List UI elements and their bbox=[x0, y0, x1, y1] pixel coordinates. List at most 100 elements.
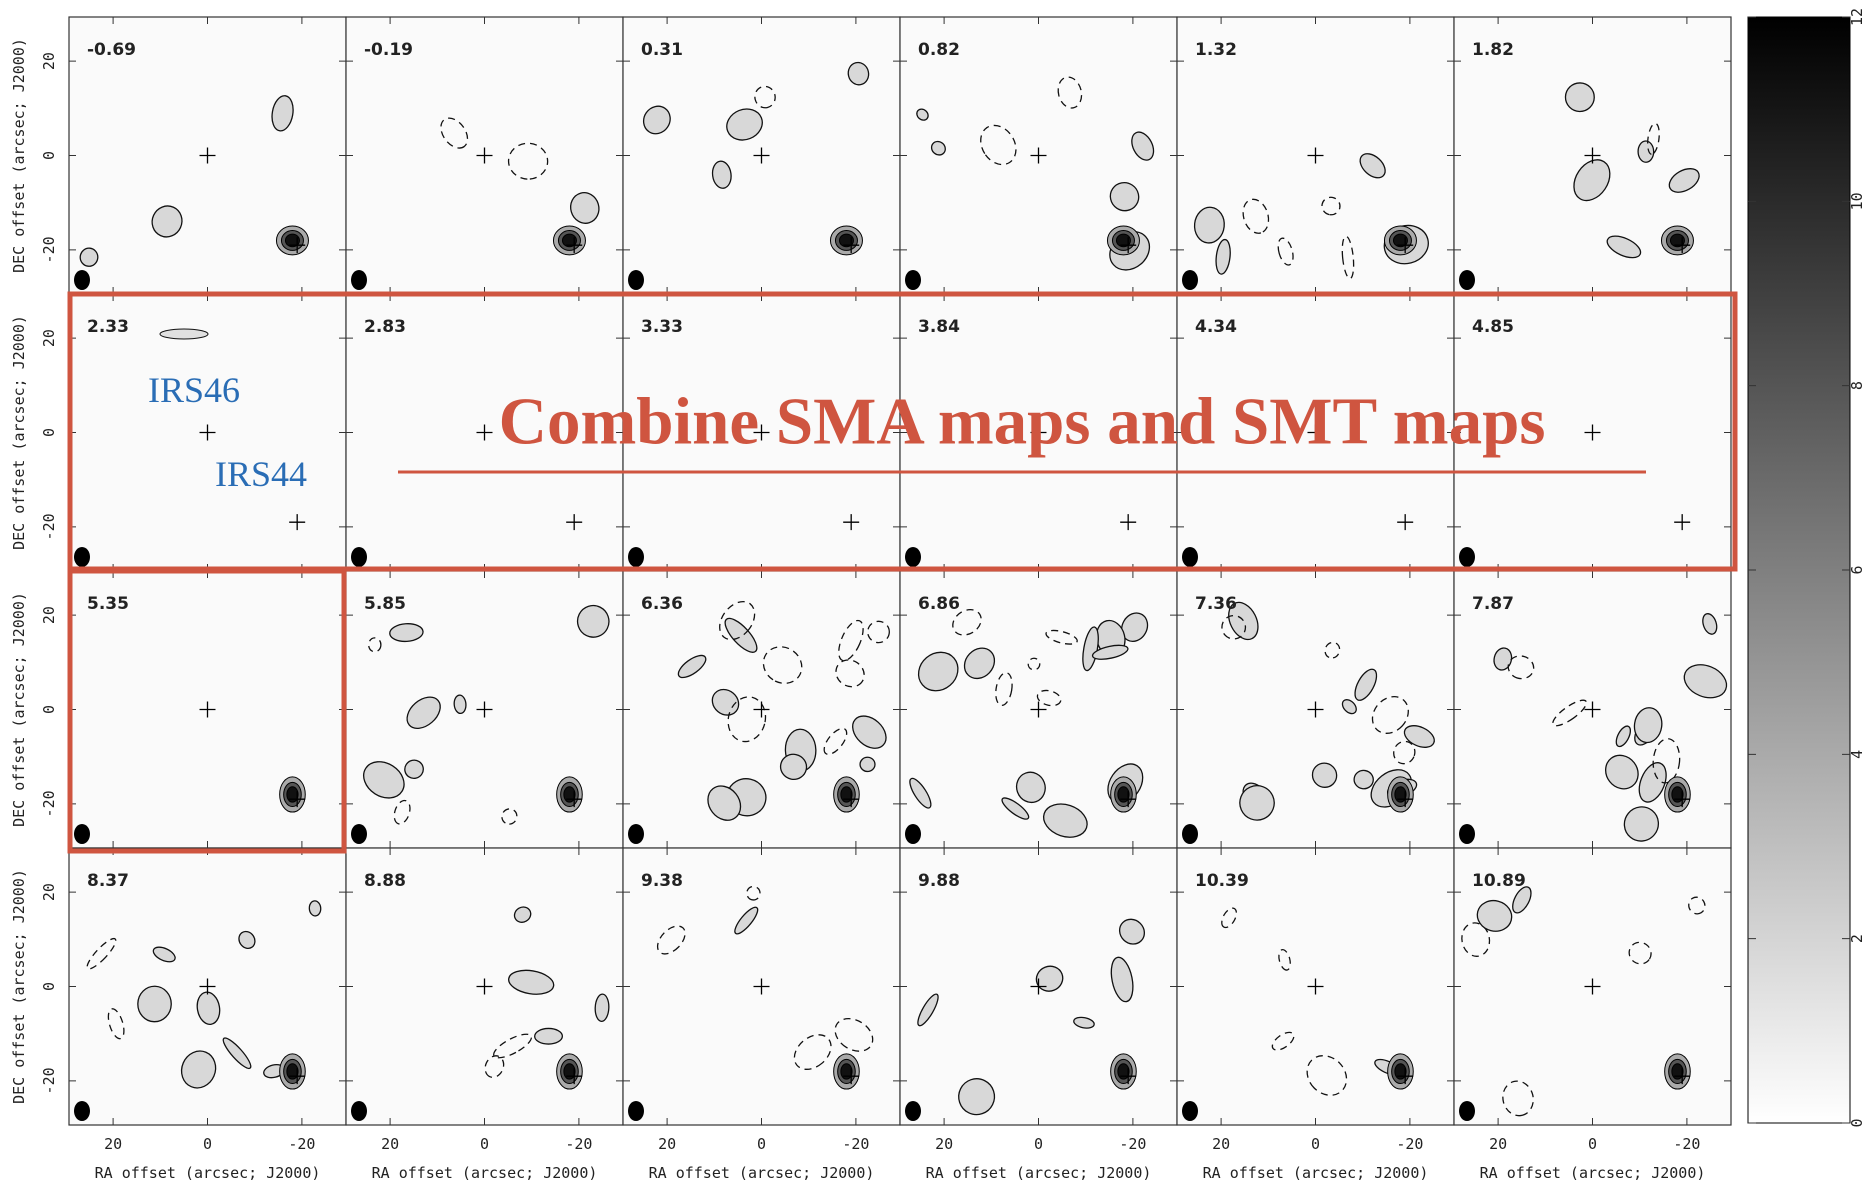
colorbar-tick-label: 0 bbox=[1848, 1118, 1866, 1127]
velocity-label: 4.34 bbox=[1195, 317, 1237, 337]
x-axis-label: RA offset (arcsec; J2000) bbox=[926, 1164, 1152, 1182]
y-tick-label: 20 bbox=[40, 329, 58, 347]
x-tick-label: 0 bbox=[203, 1135, 212, 1153]
y-tick-label: 20 bbox=[40, 52, 58, 70]
y-tick-label: -20 bbox=[40, 236, 58, 263]
x-tick-label: -20 bbox=[565, 1135, 592, 1153]
colorbar-tick-label: 4 bbox=[1848, 750, 1866, 759]
beam bbox=[1459, 270, 1475, 290]
velocity-label: -0.69 bbox=[87, 40, 136, 60]
beam bbox=[351, 270, 367, 290]
beam bbox=[74, 824, 90, 844]
channel-panel: 0.82 bbox=[900, 17, 1177, 294]
beam bbox=[1459, 547, 1475, 567]
velocity-label: 8.37 bbox=[87, 871, 129, 891]
source-contour bbox=[1672, 787, 1683, 802]
beam bbox=[628, 547, 644, 567]
channel-panel: 9.88200-20RA offset (arcsec; J2000) bbox=[900, 848, 1177, 1182]
beam bbox=[905, 1101, 921, 1121]
contour bbox=[137, 986, 171, 1022]
contour bbox=[309, 900, 321, 916]
contour bbox=[595, 994, 610, 1022]
panel-grid: -0.69 20 0 -20 DEC offset (arcsec; J2000) -0.… bbox=[10, 17, 1731, 1182]
beam bbox=[905, 270, 921, 290]
source-contour bbox=[564, 1064, 575, 1079]
colorbar-tick-label: 2 bbox=[1848, 934, 1866, 943]
source-contour bbox=[287, 1064, 298, 1079]
contour bbox=[860, 757, 876, 772]
figure: -0.69200-20DEC offset (arcsec; J2000)-0.… bbox=[0, 0, 1874, 1189]
velocity-label: 1.32 bbox=[1195, 40, 1237, 60]
source-contour bbox=[1118, 787, 1129, 802]
velocity-label: 10.39 bbox=[1195, 871, 1249, 891]
x-tick-label: -20 bbox=[1673, 1135, 1700, 1153]
x-tick-label: -20 bbox=[842, 1135, 869, 1153]
velocity-label: 3.84 bbox=[918, 317, 960, 337]
source-contour bbox=[564, 787, 575, 802]
x-tick-label: 20 bbox=[381, 1135, 399, 1153]
x-axis-label: RA offset (arcsec; J2000) bbox=[649, 1164, 875, 1182]
source-label: IRS46 bbox=[148, 370, 240, 410]
source-contour bbox=[841, 787, 852, 802]
velocity-label: 7.87 bbox=[1472, 594, 1514, 614]
contour bbox=[160, 329, 208, 339]
channel-panel: 1.32 bbox=[1177, 17, 1454, 294]
y-axis-label: DEC offset (arcsec; J2000) bbox=[10, 869, 28, 1104]
channel-panel: -0.19 bbox=[346, 17, 623, 294]
channel-panel: 7.87 bbox=[1454, 571, 1731, 848]
beam bbox=[905, 824, 921, 844]
velocity-label: 10.89 bbox=[1472, 871, 1526, 891]
channel-panel: 8.37200-20200-20RA offset (arcsec; J2000… bbox=[10, 848, 346, 1182]
contour bbox=[1638, 141, 1654, 163]
channel-panel: 1.82 bbox=[1454, 17, 1731, 294]
x-tick-label: -20 bbox=[288, 1135, 315, 1153]
beam bbox=[351, 1101, 367, 1121]
beam bbox=[1459, 1101, 1475, 1121]
colorbar-tick-label: 8 bbox=[1848, 381, 1866, 390]
x-axis-label: RA offset (arcsec; J2000) bbox=[95, 1164, 321, 1182]
velocity-label: 5.85 bbox=[364, 594, 406, 614]
channel-panel: 5.35200-20DEC offset (arcsec; J2000) bbox=[10, 571, 346, 848]
y-axis-label: DEC offset (arcsec; J2000) bbox=[10, 592, 28, 827]
velocity-label: 2.33 bbox=[87, 317, 129, 337]
source-contour bbox=[1118, 1064, 1129, 1079]
beam bbox=[74, 547, 90, 567]
y-tick-label: 0 bbox=[40, 428, 58, 437]
y-tick-label: -20 bbox=[40, 513, 58, 540]
x-tick-label: -20 bbox=[1119, 1135, 1146, 1153]
source-contour bbox=[841, 1064, 852, 1079]
channel-panel: -0.69200-20DEC offset (arcsec; J2000) bbox=[10, 17, 346, 294]
y-axis-label: DEC offset (arcsec; J2000) bbox=[10, 315, 28, 550]
x-tick-label: 20 bbox=[935, 1135, 953, 1153]
source-contour bbox=[1672, 1064, 1683, 1079]
velocity-label: -0.19 bbox=[364, 40, 413, 60]
source-contour bbox=[287, 787, 298, 802]
x-tick-label: 20 bbox=[1212, 1135, 1230, 1153]
beam bbox=[351, 547, 367, 567]
velocity-label: 8.88 bbox=[364, 871, 406, 891]
y-axis-label: DEC offset (arcsec; J2000) bbox=[10, 38, 28, 273]
colorbar-tick-label: 6 bbox=[1848, 565, 1866, 574]
x-tick-label: 0 bbox=[480, 1135, 489, 1153]
channel-panel: 2.33 20 0 -20 DEC offset (arcsec; J2000) bbox=[10, 294, 346, 571]
channel-panel: 7.36 bbox=[1177, 571, 1454, 848]
beam bbox=[74, 270, 90, 290]
x-tick-label: 0 bbox=[1034, 1135, 1043, 1153]
x-tick-label: 0 bbox=[1588, 1135, 1597, 1153]
channel-panel: 10.39200-20RA offset (arcsec; J2000) bbox=[1177, 848, 1454, 1182]
channel-panel: 6.36 bbox=[623, 571, 900, 848]
velocity-label: 7.36 bbox=[1195, 594, 1237, 614]
x-tick-label: 20 bbox=[104, 1135, 122, 1153]
x-axis-label: RA offset (arcsec; J2000) bbox=[1203, 1164, 1429, 1182]
velocity-label: 0.31 bbox=[641, 40, 683, 60]
beam bbox=[1182, 270, 1198, 290]
beam bbox=[1182, 1101, 1198, 1121]
colorbar-tick-label: 12 bbox=[1848, 8, 1866, 26]
source-contour bbox=[1395, 787, 1406, 802]
source-label: IRS44 bbox=[215, 454, 307, 494]
velocity-label: 4.85 bbox=[1472, 317, 1514, 337]
annotation-title: Combine SMA maps and SMT maps bbox=[499, 384, 1546, 458]
contour bbox=[1565, 83, 1594, 112]
beam bbox=[905, 547, 921, 567]
x-tick-label: 0 bbox=[1311, 1135, 1320, 1153]
